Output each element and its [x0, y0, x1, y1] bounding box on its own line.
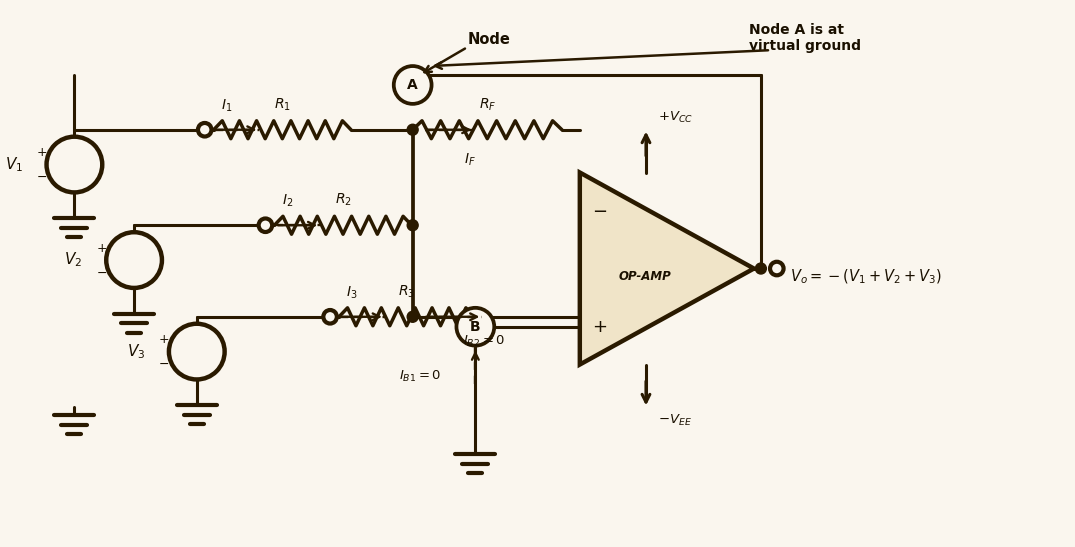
- Polygon shape: [579, 172, 754, 364]
- Text: $R_F$: $R_F$: [478, 96, 496, 113]
- Text: $+V_{CC}$: $+V_{CC}$: [658, 110, 693, 125]
- Text: $I_3$: $I_3$: [346, 284, 358, 301]
- Text: $R_2$: $R_2$: [334, 192, 352, 208]
- Circle shape: [324, 310, 336, 323]
- Text: A: A: [407, 78, 418, 92]
- Text: $+$: $+$: [158, 333, 170, 346]
- Circle shape: [106, 232, 162, 288]
- Circle shape: [46, 137, 102, 193]
- Circle shape: [169, 324, 225, 380]
- Circle shape: [393, 66, 431, 104]
- Text: $+$: $+$: [592, 318, 607, 336]
- Text: $-$: $-$: [592, 201, 607, 219]
- Text: $-$: $-$: [96, 265, 106, 278]
- Text: $I_2$: $I_2$: [282, 193, 293, 210]
- Text: Node A is at
virtual ground: Node A is at virtual ground: [749, 24, 861, 54]
- Text: $-$: $-$: [158, 357, 170, 370]
- Circle shape: [259, 218, 272, 232]
- Text: $R_3$: $R_3$: [398, 283, 415, 300]
- Text: $I_{B2} = 0$: $I_{B2} = 0$: [463, 334, 505, 349]
- Text: $+$: $+$: [35, 146, 47, 159]
- Text: $I_1$: $I_1$: [221, 97, 232, 114]
- Text: $-$: $-$: [35, 170, 47, 183]
- Text: $-V_{EE}$: $-V_{EE}$: [658, 412, 692, 428]
- Text: $V_o = -(V_1 + V_2 + V_3)$: $V_o = -(V_1 + V_2 + V_3)$: [790, 267, 942, 286]
- Circle shape: [457, 308, 495, 346]
- Circle shape: [407, 311, 418, 322]
- Text: $V_2$: $V_2$: [64, 251, 83, 270]
- Circle shape: [407, 124, 418, 135]
- Text: OP-AMP: OP-AMP: [618, 270, 671, 283]
- Circle shape: [407, 220, 418, 231]
- Text: $V_3$: $V_3$: [127, 342, 145, 361]
- Text: $I_{B1} = 0$: $I_{B1} = 0$: [400, 369, 442, 383]
- Circle shape: [756, 263, 766, 274]
- Text: $I_F$: $I_F$: [464, 152, 476, 168]
- Text: $V_1$: $V_1$: [4, 155, 23, 174]
- Text: $R_1$: $R_1$: [274, 96, 290, 113]
- Text: B: B: [470, 320, 481, 334]
- Circle shape: [198, 123, 212, 137]
- Text: Node: Node: [468, 32, 511, 47]
- Text: $+$: $+$: [96, 242, 106, 255]
- Circle shape: [770, 262, 784, 275]
